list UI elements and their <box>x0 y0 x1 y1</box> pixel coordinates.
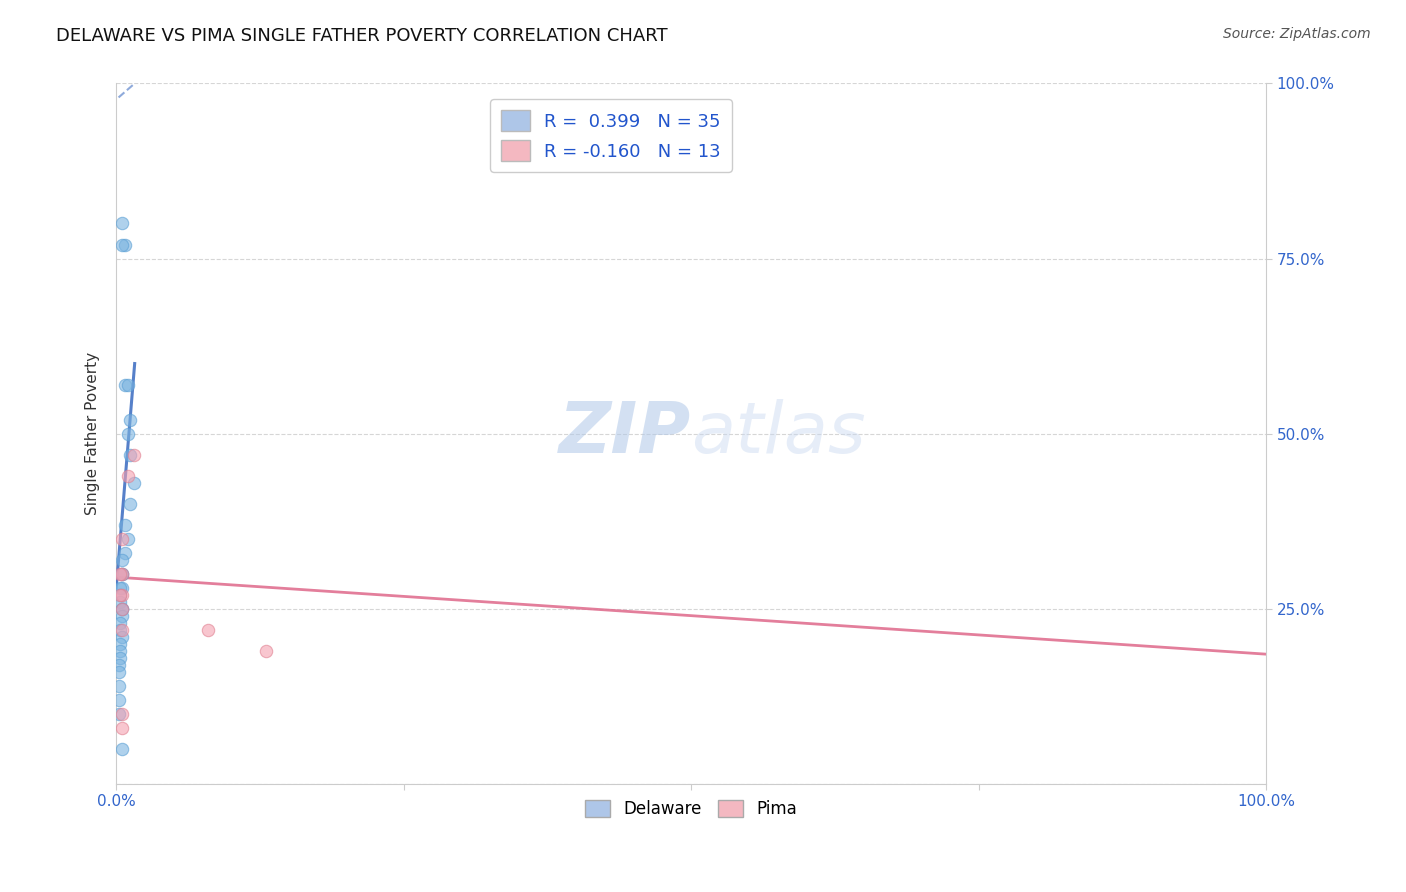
Point <box>111 532 134 546</box>
Point <box>111 630 134 644</box>
Point <box>111 706 134 721</box>
Point <box>117 468 139 483</box>
Point <box>111 566 134 581</box>
Point <box>114 517 136 532</box>
Point <box>108 595 131 609</box>
Point <box>120 497 142 511</box>
Point <box>111 237 134 252</box>
Legend: Delaware, Pima: Delaware, Pima <box>578 793 804 824</box>
Point <box>111 601 134 615</box>
Text: atlas: atlas <box>692 399 866 468</box>
Point <box>111 581 134 595</box>
Point <box>111 623 134 637</box>
Point <box>117 377 139 392</box>
Point <box>122 475 145 490</box>
Point <box>111 552 134 566</box>
Point <box>111 721 134 735</box>
Point <box>114 237 136 252</box>
Point <box>108 566 131 581</box>
Text: ZIP: ZIP <box>560 399 692 468</box>
Point <box>120 448 142 462</box>
Point <box>111 588 134 602</box>
Text: Source: ZipAtlas.com: Source: ZipAtlas.com <box>1223 27 1371 41</box>
Point <box>111 601 134 615</box>
Point <box>108 637 131 651</box>
Point <box>114 377 136 392</box>
Point <box>107 665 129 679</box>
Point <box>108 581 131 595</box>
Point <box>111 566 134 581</box>
Point <box>107 692 129 706</box>
Point <box>108 643 131 657</box>
Point <box>111 608 134 623</box>
Point <box>107 706 129 721</box>
Point <box>111 601 134 615</box>
Point <box>120 412 142 426</box>
Point <box>111 217 134 231</box>
Point <box>111 566 134 581</box>
Point <box>254 643 277 657</box>
Point <box>108 588 131 602</box>
Point <box>122 448 145 462</box>
Point <box>108 588 131 602</box>
Point <box>197 623 219 637</box>
Point <box>108 650 131 665</box>
Point <box>107 679 129 693</box>
Point <box>107 657 129 672</box>
Point <box>108 615 131 630</box>
Point <box>117 532 139 546</box>
Point <box>108 623 131 637</box>
Text: DELAWARE VS PIMA SINGLE FATHER POVERTY CORRELATION CHART: DELAWARE VS PIMA SINGLE FATHER POVERTY C… <box>56 27 668 45</box>
Point <box>117 426 139 441</box>
Y-axis label: Single Father Poverty: Single Father Poverty <box>86 352 100 516</box>
Point <box>111 741 134 756</box>
Point <box>114 546 136 560</box>
